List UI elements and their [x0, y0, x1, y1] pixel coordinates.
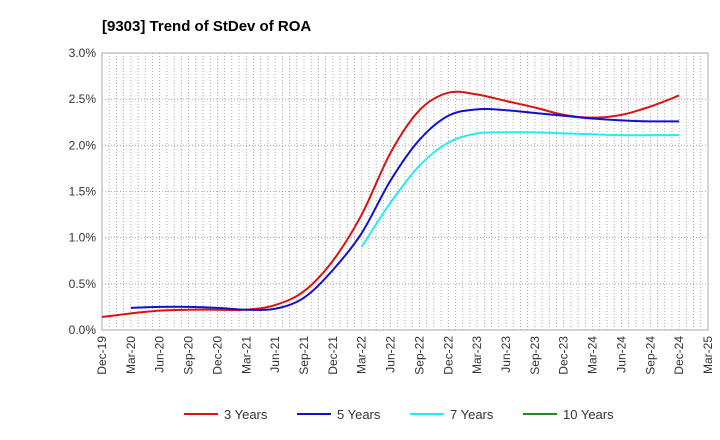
x-tick-label: Jun-23 [499, 336, 513, 373]
plot-frame [101, 52, 709, 331]
x-tick-label: Sep-22 [412, 336, 426, 375]
series-line-5-years [130, 107, 680, 312]
x-axis: Dec-19 Mar-20 Jun-20 Sep-20 Dec-20 Mar-21 Jun-… [95, 336, 715, 375]
x-tick-label: Jun-22 [384, 336, 398, 373]
x-tick-label: Mar-20 [124, 336, 138, 374]
x-tick-label: Mar-21 [239, 336, 253, 374]
y-tick-label: 1.0% [69, 231, 97, 245]
legend-label-3-years: 3 Years [224, 407, 268, 422]
x-tick-label: Sep-24 [643, 336, 657, 375]
x-tick-label: Dec-19 [95, 336, 109, 375]
y-axis: 0.0% 0.5% 1.0% 1.5% 2.0% 2.5% 3.0% [69, 46, 97, 337]
x-tick-label: Dec-21 [326, 336, 340, 375]
x-tick-label: Mar-24 [586, 336, 600, 374]
y-tick-label: 0.0% [69, 323, 97, 337]
legend-label-7-years: 7 Years [450, 407, 494, 422]
y-tick-label: 2.5% [69, 92, 97, 106]
legend-label-5-years: 5 Years [337, 407, 381, 422]
x-tick-label: Mar-23 [470, 336, 484, 374]
x-tick-label: Jun-24 [614, 336, 628, 373]
x-tick-label: Sep-23 [528, 336, 542, 375]
legend: 3 Years 5 Years 7 Years 10 Years [184, 407, 614, 422]
series-line-7-years [360, 131, 680, 248]
x-tick-label: Mar-22 [355, 336, 369, 374]
x-tick-label: Sep-20 [182, 336, 196, 375]
x-tick-label: Jun-21 [268, 336, 282, 373]
x-tick-label: Sep-21 [297, 336, 311, 375]
chart-title: [9303] Trend of StDev of ROA [102, 18, 311, 35]
y-tick-label: 2.0% [69, 138, 97, 152]
x-tick-label: Dec-24 [672, 336, 686, 375]
series-lines [101, 90, 680, 319]
x-tick-label: Dec-23 [557, 336, 571, 375]
x-tick-label: Dec-20 [210, 336, 224, 375]
y-tick-label: 3.0% [69, 46, 97, 60]
y-tick-label: 0.5% [69, 277, 97, 291]
y-tick-label: 1.5% [69, 185, 97, 199]
x-tick-label: Jun-20 [153, 336, 167, 373]
x-tick-label: Dec-22 [441, 336, 455, 375]
plot-area-border [101, 52, 709, 331]
grid-lines [102, 53, 708, 330]
x-tick-label: Mar-25 [701, 336, 715, 374]
legend-label-10-years: 10 Years [563, 407, 614, 422]
